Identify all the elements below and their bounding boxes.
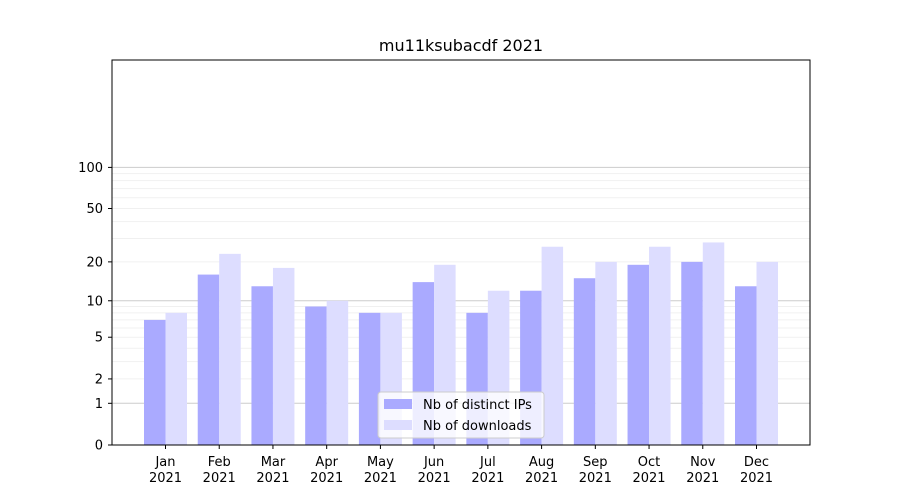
legend-swatch bbox=[384, 420, 412, 430]
bar-downloads bbox=[595, 261, 617, 445]
bar-downloads bbox=[702, 242, 725, 445]
bar-downloads bbox=[756, 261, 778, 445]
bar-distinct-ips bbox=[305, 306, 327, 445]
x-tick-label-year: 2021 bbox=[203, 471, 236, 486]
legend-label: Nb of downloads bbox=[423, 419, 532, 434]
bar-distinct-ips bbox=[681, 261, 703, 445]
x-tick-label-year: 2021 bbox=[256, 471, 289, 486]
x-tick-label-month: May bbox=[367, 455, 394, 470]
y-tick-label: 2 bbox=[95, 372, 103, 387]
bar-downloads bbox=[541, 246, 564, 445]
y-tick-label: 20 bbox=[86, 255, 103, 270]
y-tick-label: 1 bbox=[95, 397, 103, 412]
y-tick-label: 0 bbox=[95, 439, 103, 454]
legend-label: Nb of distinct IPs bbox=[423, 398, 532, 413]
x-tick-label-month: Mar bbox=[261, 455, 286, 470]
bar-distinct-ips bbox=[627, 264, 650, 445]
x-tick-label-year: 2021 bbox=[418, 471, 451, 486]
bar-downloads bbox=[219, 253, 241, 445]
bar-downloads bbox=[649, 246, 671, 445]
x-tick-label-year: 2021 bbox=[364, 471, 397, 486]
bar-distinct-ips bbox=[358, 312, 381, 445]
chart-title: mu11ksubacdf 2021 bbox=[379, 36, 543, 55]
legend-swatch bbox=[384, 399, 412, 409]
x-tick-label-month: Apr bbox=[315, 455, 338, 470]
x-tick-label-month: Jul bbox=[479, 455, 496, 470]
x-tick-label-month: Nov bbox=[690, 455, 716, 470]
bar-downloads bbox=[272, 267, 295, 445]
x-tick-label-year: 2021 bbox=[686, 471, 719, 486]
bar-downloads bbox=[165, 312, 187, 445]
x-tick-label-month: Sep bbox=[583, 455, 608, 470]
x-tick-label-year: 2021 bbox=[525, 471, 558, 486]
x-tick-label-month: Aug bbox=[529, 455, 554, 470]
bar-downloads bbox=[326, 300, 349, 445]
x-tick-label-month: Dec bbox=[744, 455, 769, 470]
x-tick-label-month: Jan bbox=[154, 455, 175, 470]
x-tick-label-month: Jun bbox=[423, 455, 444, 470]
bar-distinct-ips bbox=[573, 278, 596, 445]
bar-distinct-ips bbox=[735, 286, 757, 445]
plot-frame bbox=[111, 59, 811, 446]
x-axis: Jan2021Feb2021Mar2021Apr2021May2021Jun20… bbox=[149, 445, 773, 486]
bar-distinct-ips bbox=[197, 274, 220, 445]
x-tick-label-year: 2021 bbox=[632, 471, 665, 486]
legend-box bbox=[377, 391, 545, 439]
y-tick-label: 5 bbox=[95, 331, 103, 346]
y-tick-label: 10 bbox=[86, 294, 103, 309]
x-tick-label-year: 2021 bbox=[149, 471, 182, 486]
x-tick-label-year: 2021 bbox=[310, 471, 343, 486]
x-tick-label-year: 2021 bbox=[471, 471, 504, 486]
legend: Nb of distinct IPs Nb of downloads bbox=[377, 391, 545, 439]
x-tick-label-month: Feb bbox=[208, 455, 231, 470]
y-tick-label: 100 bbox=[78, 161, 103, 176]
x-tick-label-year: 2021 bbox=[579, 471, 612, 486]
y-axis: 0 1 2 5 10 20 50 100 bbox=[78, 161, 112, 454]
bar-distinct-ips bbox=[251, 286, 273, 445]
x-tick-label-year: 2021 bbox=[740, 471, 773, 486]
x-tick-label-month: Oct bbox=[638, 455, 660, 470]
bar-distinct-ips bbox=[144, 319, 166, 445]
y-tick-label: 50 bbox=[86, 202, 103, 217]
